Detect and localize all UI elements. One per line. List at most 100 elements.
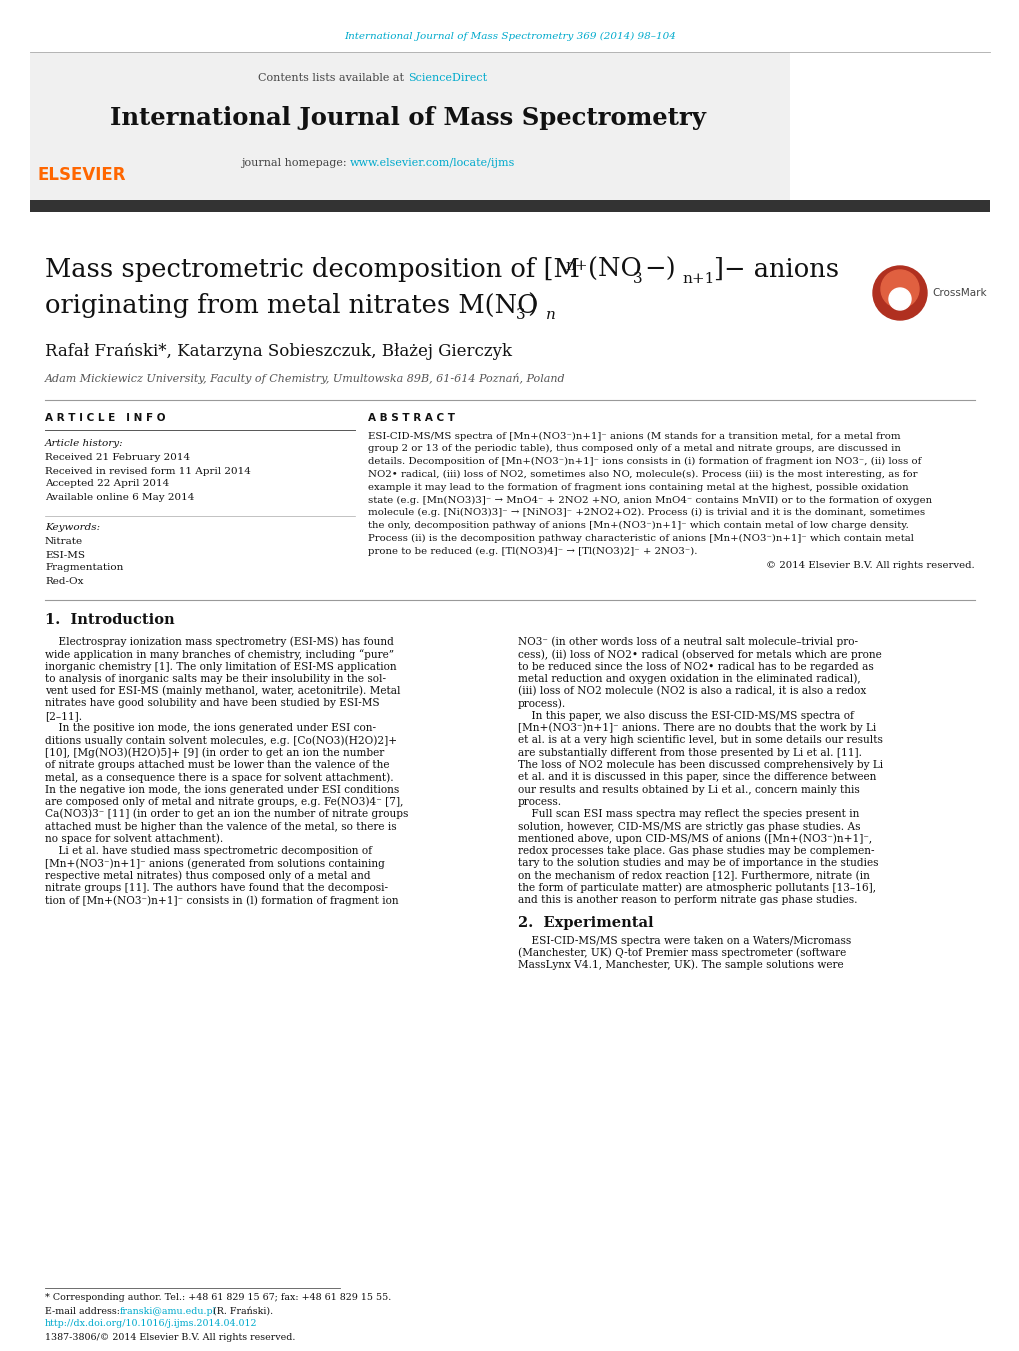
Text: originating from metal nitrates M(NO: originating from metal nitrates M(NO <box>45 293 538 317</box>
Text: ]− anions: ]− anions <box>713 257 839 282</box>
Text: process.: process. <box>518 797 561 807</box>
Text: Adam Mickiewicz University, Faculty of Chemistry, Umultowska 89B, 61-614 Poznań,: Adam Mickiewicz University, Faculty of C… <box>45 373 566 384</box>
Text: respective metal nitrates) thus composed only of a metal and: respective metal nitrates) thus composed… <box>45 870 370 881</box>
Text: Received 21 February 2014: Received 21 February 2014 <box>45 454 190 462</box>
Text: details. Decomposition of [Mn+(NO3⁻)n+1]⁻ ions consists in (i) formation of frag: details. Decomposition of [Mn+(NO3⁻)n+1]… <box>368 457 920 466</box>
Text: [10], [Mg(NO3)(H2O)5]+ [9] (in order to get an ion the number: [10], [Mg(NO3)(H2O)5]+ [9] (in order to … <box>45 747 384 758</box>
Text: A B S T R A C T: A B S T R A C T <box>368 413 454 423</box>
Circle shape <box>889 288 910 309</box>
Text: Fragmentation: Fragmentation <box>45 563 123 573</box>
Text: Keywords:: Keywords: <box>45 523 100 532</box>
Text: ): ) <box>527 293 536 317</box>
Text: state (e.g. [Mn(NO3)3]⁻ → MnO4⁻ + 2NO2 +NO, anion MnO4⁻ contains MnVII) or to th: state (e.g. [Mn(NO3)3]⁻ → MnO4⁻ + 2NO2 +… <box>368 496 931 504</box>
Text: (R. Frański).: (R. Frański). <box>210 1306 273 1316</box>
Text: wide application in many branches of chemistry, including “pure”: wide application in many branches of che… <box>45 648 393 659</box>
Text: Rafał Frański*, Katarzyna Sobieszczuk, Błażej Gierczyk: Rafał Frański*, Katarzyna Sobieszczuk, B… <box>45 343 512 361</box>
Text: et al. and it is discussed in this paper, since the difference between: et al. and it is discussed in this paper… <box>518 773 875 782</box>
Text: In this paper, we also discuss the ESI-CID-MS/MS spectra of: In this paper, we also discuss the ESI-C… <box>518 711 853 721</box>
Text: NO2• radical, (iii) loss of NO2, sometimes also NO, molecule(s). Process (iii) i: NO2• radical, (iii) loss of NO2, sometim… <box>368 470 917 480</box>
Text: tary to the solution studies and may be of importance in the studies: tary to the solution studies and may be … <box>518 858 877 869</box>
Circle shape <box>872 266 926 320</box>
Text: cess), (ii) loss of NO2• radical (observed for metals which are prone: cess), (ii) loss of NO2• radical (observ… <box>518 648 880 659</box>
Text: NO3⁻ (in other words loss of a neutral salt molecule–trivial pro-: NO3⁻ (in other words loss of a neutral s… <box>518 636 857 647</box>
Text: Full scan ESI mass spectra may reflect the species present in: Full scan ESI mass spectra may reflect t… <box>518 809 859 819</box>
Text: Contents lists available at: Contents lists available at <box>258 73 408 82</box>
Text: Available online 6 May 2014: Available online 6 May 2014 <box>45 493 195 501</box>
Text: CrossMark: CrossMark <box>931 288 985 299</box>
Text: vent used for ESI-MS (mainly methanol, water, acetonitrile). Metal: vent used for ESI-MS (mainly methanol, w… <box>45 686 400 697</box>
Text: ESI-CID-MS/MS spectra were taken on a Waters/Micromass: ESI-CID-MS/MS spectra were taken on a Wa… <box>518 936 851 946</box>
Text: 3: 3 <box>516 308 525 322</box>
Text: mentioned above, upon CID-MS/MS of anions ([Mn+(NO3⁻)n+1]⁻,: mentioned above, upon CID-MS/MS of anion… <box>518 834 871 844</box>
Text: A R T I C L E   I N F O: A R T I C L E I N F O <box>45 413 165 423</box>
Text: example it may lead to the formation of fragment ions containing metal at the hi: example it may lead to the formation of … <box>368 482 908 492</box>
Text: −): −) <box>643 257 675 282</box>
Text: Article history:: Article history: <box>45 439 123 449</box>
Text: on the mechanism of redox reaction [12]. Furthermore, nitrate (in: on the mechanism of redox reaction [12].… <box>518 870 869 881</box>
Text: ELSEVIER: ELSEVIER <box>38 166 126 184</box>
Text: Received in revised form 11 April 2014: Received in revised form 11 April 2014 <box>45 466 251 476</box>
Text: process).: process). <box>518 698 566 709</box>
Text: MassLynx V4.1, Manchester, UK). The sample solutions were: MassLynx V4.1, Manchester, UK). The samp… <box>518 961 843 970</box>
Text: are substantially different from those presented by Li et al. [11].: are substantially different from those p… <box>518 747 861 758</box>
Text: and this is another reason to perform nitrate gas phase studies.: and this is another reason to perform ni… <box>518 896 857 905</box>
Text: ScienceDirect: ScienceDirect <box>408 73 487 82</box>
Text: 3: 3 <box>633 272 642 286</box>
Text: franski@amu.edu.pl: franski@amu.edu.pl <box>120 1306 217 1316</box>
Text: the form of particulate matter) are atmospheric pollutants [13–16],: the form of particulate matter) are atmo… <box>518 882 875 893</box>
Text: (NO: (NO <box>587 257 641 282</box>
Text: solution, however, CID-MS/MS are strictly gas phase studies. As: solution, however, CID-MS/MS are strictl… <box>518 821 860 831</box>
Text: metal reduction and oxygen oxidation in the eliminated radical),: metal reduction and oxygen oxidation in … <box>518 674 860 684</box>
Bar <box>30 200 989 212</box>
Circle shape <box>880 270 918 308</box>
Text: Electrospray ionization mass spectrometry (ESI-MS) has found: Electrospray ionization mass spectrometr… <box>45 636 393 647</box>
Text: redox processes take place. Gas phase studies may be complemen-: redox processes take place. Gas phase st… <box>518 846 873 857</box>
Text: molecule (e.g. [Ni(NO3)3]⁻ → [NiNO3]⁻ +2NO2+O2). Process (i) is trivial and it i: molecule (e.g. [Ni(NO3)3]⁻ → [NiNO3]⁻ +2… <box>368 508 924 517</box>
Text: our results and results obtained by Li et al., concern mainly this: our results and results obtained by Li e… <box>518 785 859 794</box>
Text: 2.  Experimental: 2. Experimental <box>518 916 653 929</box>
Text: attached must be higher than the valence of the metal, so there is: attached must be higher than the valence… <box>45 821 396 831</box>
Text: of nitrate groups attached must be lower than the valence of the: of nitrate groups attached must be lower… <box>45 761 389 770</box>
Text: nitrates have good solubility and have been studied by ESI-MS: nitrates have good solubility and have b… <box>45 698 379 708</box>
Text: et al. is at a very high scientific level, but in some details our results: et al. is at a very high scientific leve… <box>518 735 882 746</box>
Text: International Journal of Mass Spectrometry: International Journal of Mass Spectromet… <box>110 105 705 130</box>
Text: E-mail address:: E-mail address: <box>45 1306 123 1316</box>
Text: to be reduced since the loss of NO2• radical has to be regarded as: to be reduced since the loss of NO2• rad… <box>518 662 873 671</box>
Text: to analysis of inorganic salts may be their insolubility in the sol-: to analysis of inorganic salts may be th… <box>45 674 385 684</box>
Text: journal homepage:: journal homepage: <box>240 158 350 168</box>
Text: n: n <box>545 308 555 322</box>
Text: 1.  Introduction: 1. Introduction <box>45 613 174 627</box>
Text: [2–11].: [2–11]. <box>45 711 83 721</box>
Text: ditions usually contain solvent molecules, e.g. [Co(NO3)(H2O)2]+: ditions usually contain solvent molecule… <box>45 735 396 746</box>
Text: no space for solvent attachment).: no space for solvent attachment). <box>45 834 223 844</box>
Text: 1387-3806/© 2014 Elsevier B.V. All rights reserved.: 1387-3806/© 2014 Elsevier B.V. All right… <box>45 1332 296 1342</box>
Text: are composed only of metal and nitrate groups, e.g. Fe(NO3)4⁻ [7],: are composed only of metal and nitrate g… <box>45 797 403 807</box>
Text: ESI-CID-MS/MS spectra of [Mn+(NO3⁻)n+1]⁻ anions (M stands for a transition metal: ESI-CID-MS/MS spectra of [Mn+(NO3⁻)n+1]⁻… <box>368 431 900 440</box>
Text: ESI-MS: ESI-MS <box>45 550 85 559</box>
Text: In the positive ion mode, the ions generated under ESI con-: In the positive ion mode, the ions gener… <box>45 723 376 734</box>
FancyBboxPatch shape <box>30 51 790 200</box>
Text: nitrate groups [11]. The authors have found that the decomposi-: nitrate groups [11]. The authors have fo… <box>45 884 387 893</box>
Text: The loss of NO2 molecule has been discussed comprehensively by Li: The loss of NO2 molecule has been discus… <box>518 761 882 770</box>
Text: Li et al. have studied mass spectrometric decomposition of: Li et al. have studied mass spectrometri… <box>45 846 372 857</box>
Text: © 2014 Elsevier B.V. All rights reserved.: © 2014 Elsevier B.V. All rights reserved… <box>765 562 974 570</box>
Text: group 2 or 13 of the periodic table), thus composed only of a metal and nitrate : group 2 or 13 of the periodic table), th… <box>368 444 900 454</box>
Text: In the negative ion mode, the ions generated under ESI conditions: In the negative ion mode, the ions gener… <box>45 785 398 794</box>
Text: (iii) loss of NO2 molecule (NO2 is also a radical, it is also a redox: (iii) loss of NO2 molecule (NO2 is also … <box>518 686 865 696</box>
Text: Accepted 22 April 2014: Accepted 22 April 2014 <box>45 480 169 489</box>
Text: [Mn+(NO3⁻)n+1]⁻ anions (generated from solutions containing: [Mn+(NO3⁻)n+1]⁻ anions (generated from s… <box>45 858 384 869</box>
Text: metal, as a consequence there is a space for solvent attachment).: metal, as a consequence there is a space… <box>45 771 393 782</box>
Text: http://dx.doi.org/10.1016/j.ijms.2014.04.012: http://dx.doi.org/10.1016/j.ijms.2014.04… <box>45 1320 257 1328</box>
Text: n+1: n+1 <box>682 272 713 286</box>
Text: n+: n+ <box>565 259 587 273</box>
Text: Red-Ox: Red-Ox <box>45 577 84 585</box>
Text: [Mn+(NO3⁻)n+1]⁻ anions. There are no doubts that the work by Li: [Mn+(NO3⁻)n+1]⁻ anions. There are no dou… <box>518 723 875 734</box>
Text: International Journal of Mass Spectrometry 369 (2014) 98–104: International Journal of Mass Spectromet… <box>343 31 676 41</box>
Text: tion of [Mn+(NO3⁻)n+1]⁻ consists in (l) formation of fragment ion: tion of [Mn+(NO3⁻)n+1]⁻ consists in (l) … <box>45 894 398 905</box>
Text: Process (ii) is the decomposition pathway characteristic of anions [Mn+(NO3⁻)n+1: Process (ii) is the decomposition pathwa… <box>368 534 913 543</box>
Text: www.elsevier.com/locate/ijms: www.elsevier.com/locate/ijms <box>350 158 515 168</box>
Text: prone to be reduced (e.g. [Tl(NO3)4]⁻ → [Tl(NO3)2]⁻ + 2NO3⁻).: prone to be reduced (e.g. [Tl(NO3)4]⁻ → … <box>368 547 697 555</box>
Text: the only, decomposition pathway of anions [Mn+(NO3⁻)n+1]⁻ which contain metal of: the only, decomposition pathway of anion… <box>368 521 908 530</box>
Text: * Corresponding author. Tel.: +48 61 829 15 67; fax: +48 61 829 15 55.: * Corresponding author. Tel.: +48 61 829… <box>45 1293 391 1302</box>
Text: inorganic chemistry [1]. The only limitation of ESI-MS application: inorganic chemistry [1]. The only limita… <box>45 662 396 671</box>
